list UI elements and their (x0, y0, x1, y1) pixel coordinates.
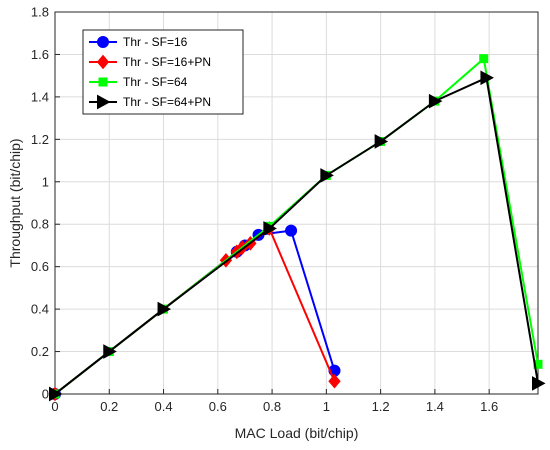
tick-marks: 0 0.2 0.4 0.6 0.8 1 1.2 1.4 1.6 0 0.2 0.4 0.6 0.8 1 1.2… (31, 5, 498, 415)
legend-item: Thr - SF=64+PN (89, 94, 211, 110)
data-point (263, 221, 277, 236)
axes-frame (54, 11, 539, 395)
legend-marker (98, 77, 108, 87)
data-point (49, 386, 63, 402)
y-tick-label: 1.4 (31, 89, 49, 104)
y-tick-label: 0.2 (31, 344, 49, 359)
data-point (428, 93, 443, 109)
legend-marker (97, 36, 109, 48)
y-tick-label: 1.6 (31, 47, 49, 62)
y-tick-label: 0 (42, 387, 49, 402)
data-point (479, 54, 489, 64)
data-point (285, 224, 298, 237)
x-tick-label: 0.4 (155, 399, 173, 414)
x-tick-label: 1 (323, 399, 330, 414)
x-tick-label: 0.6 (209, 399, 227, 414)
y-tick-label: 0.4 (31, 302, 49, 317)
legend-item: Thr - SF=16+PN (89, 54, 211, 70)
legend-box (82, 29, 244, 115)
legend-label: Thr - SF=16 (123, 35, 188, 49)
legend-label: Thr - SF=64 (123, 75, 188, 89)
y-tick-label: 1.2 (31, 132, 49, 147)
legend-label: Thr - SF=16+PN (123, 55, 211, 69)
data-point (532, 376, 546, 391)
series-0 (49, 224, 341, 400)
y-tick-label: 0.6 (31, 259, 49, 274)
legend-marker (96, 54, 110, 70)
x-tick-label: 0 (51, 399, 58, 414)
series-3 (49, 70, 546, 402)
data-point (480, 70, 494, 86)
y-tick-label: 0.8 (31, 217, 49, 232)
x-tick-label: 0.8 (263, 399, 281, 414)
legend-label: Thr - SF=64+PN (123, 95, 211, 109)
data-point (374, 134, 389, 149)
legend-item: Thr - SF=64 (89, 75, 188, 89)
y-axis-label: Throughput (bit/chip) (7, 138, 23, 267)
series-line (54, 229, 336, 395)
x-tick-label: 0.2 (100, 399, 118, 414)
data-point (320, 168, 334, 183)
legend: Thr - SF=16 Thr - SF=16+PN Thr - SF=64 Thr … (82, 29, 244, 115)
data-point (157, 301, 172, 317)
y-tick-label: 1 (42, 174, 49, 189)
series-line (54, 227, 336, 395)
y-tick-label: 1.8 (31, 5, 49, 20)
data-point (103, 344, 117, 359)
legend-marker (97, 94, 111, 110)
x-axis-label: MAC Load (bit/chip) (235, 425, 359, 441)
x-tick-label: 1.2 (372, 399, 390, 414)
data-point (328, 373, 341, 389)
legend-item: Thr - SF=16 (89, 35, 188, 49)
x-tick-label: 1.4 (426, 399, 444, 414)
series-layer (48, 54, 546, 402)
series-line (54, 76, 539, 395)
x-tick-label: 1.6 (480, 399, 498, 414)
grid-lines (54, 11, 538, 395)
